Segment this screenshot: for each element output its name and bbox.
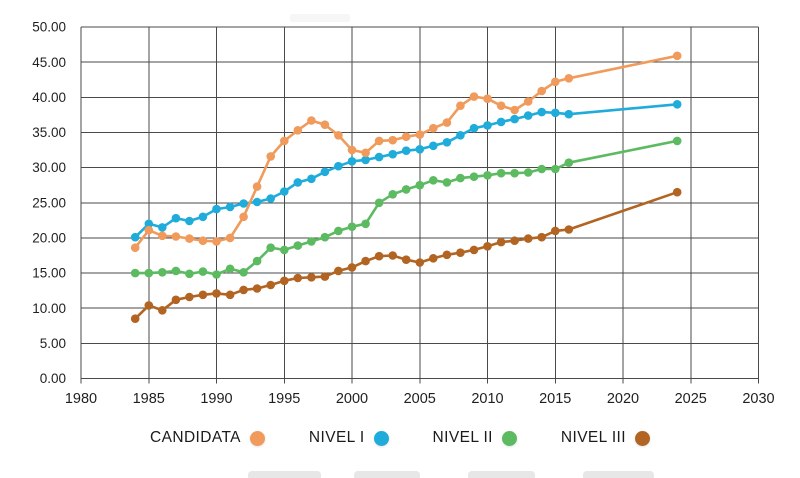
svg-text:45.00: 45.00 [32,55,66,70]
svg-text:20.00: 20.00 [32,231,66,246]
legend-item-candidata[interactable]: CANDIDATA [150,429,265,447]
svg-text:35.00: 35.00 [32,125,66,140]
svg-text:2000: 2000 [336,391,368,407]
svg-text:10.00: 10.00 [32,301,66,316]
svg-text:0.00: 0.00 [40,371,66,386]
cropped-button-2[interactable] [354,471,420,478]
svg-text:30.00: 30.00 [32,160,66,175]
svg-text:1985: 1985 [133,391,165,407]
svg-text:1990: 1990 [200,391,232,407]
legend-item-nivel-2[interactable]: NIVEL II [433,429,517,447]
svg-text:1995: 1995 [268,391,300,407]
legend-dot-nivel-1-icon [373,430,389,446]
cropped-button-1[interactable] [248,471,321,478]
legend-dot-candidata-icon [249,430,265,446]
svg-text:15.00: 15.00 [32,266,66,281]
legend-label-nivel-1: NIVEL I [308,429,365,446]
svg-text:5.00: 5.00 [40,336,66,351]
svg-text:1980: 1980 [65,391,97,407]
svg-text:2010: 2010 [471,391,503,407]
cropped-button-3[interactable] [468,471,535,478]
legend-item-nivel-3[interactable]: NIVEL III [561,429,650,447]
legend-label-nivel-2: NIVEL II [432,429,493,446]
chart-legend: CANDIDATA NIVEL I NIVEL II NIVEL III [0,424,800,452]
line-chart: 0.00 5.00 10.00 15.00 20.00 25.00 30.00 35.00 40… [32,20,774,407]
legend-dot-nivel-2-icon [501,430,517,446]
legend-label-candidata: CANDIDATA [150,429,241,446]
svg-text:2020: 2020 [607,391,639,407]
svg-text:40.00: 40.00 [32,90,66,105]
svg-text:2025: 2025 [675,391,707,407]
cropped-button-4[interactable] [583,471,654,478]
svg-text:50.00: 50.00 [32,20,66,35]
svg-text:25.00: 25.00 [32,195,66,210]
legend-label-nivel-3: NIVEL III [560,429,626,446]
svg-text:2030: 2030 [742,391,774,407]
svg-text:2005: 2005 [404,391,436,407]
faint-watermark [290,14,350,22]
legend-dot-nivel-3-icon [634,430,650,446]
svg-text:2015: 2015 [539,391,571,407]
legend-item-nivel-1[interactable]: NIVEL I [309,429,389,447]
